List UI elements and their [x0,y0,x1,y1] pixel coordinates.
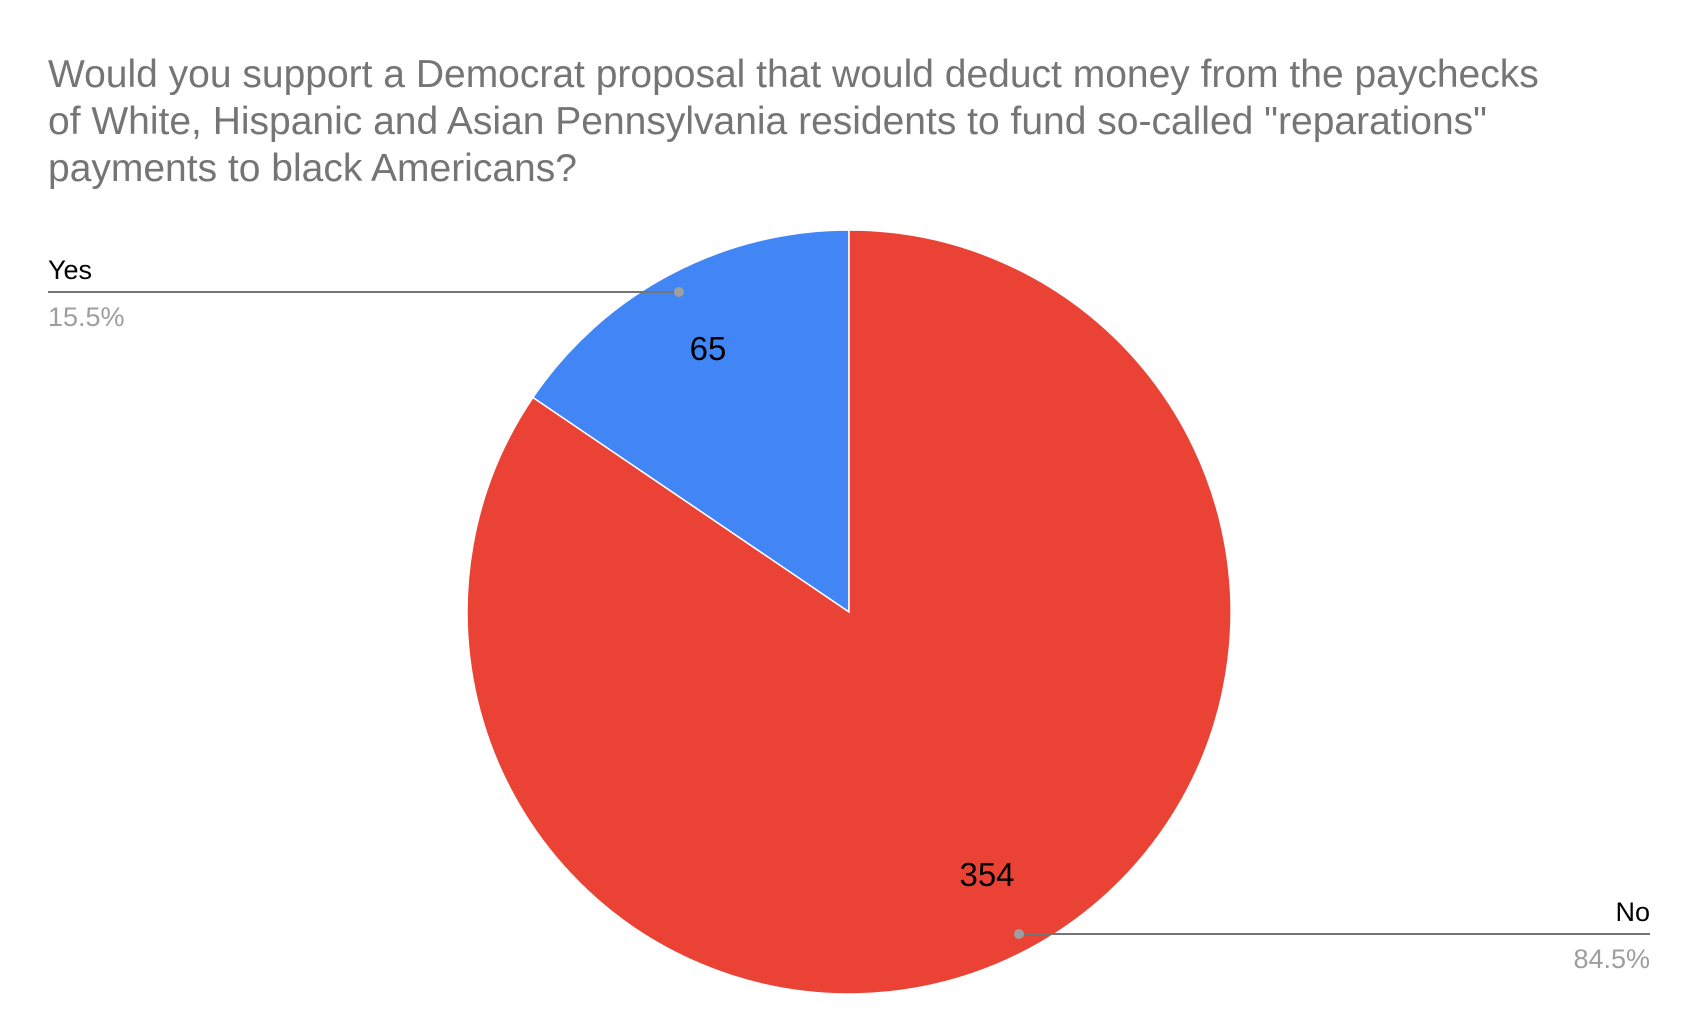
chart-title-line-2: of White, Hispanic and Asian Pennsylvani… [48,100,1487,143]
leader-dot-no [1014,929,1024,939]
pie-slices [466,229,1232,995]
slice-value-no: 354 [959,856,1014,893]
legend-label-no: No [1615,897,1650,927]
legend-percent-yes: 15.5% [48,302,125,332]
legend-percent-no: 84.5% [1573,944,1650,974]
pie-slice-no[interactable] [466,229,1232,995]
chart-title: Would you support a Democrat proposal th… [48,53,1539,190]
chart-title-line-3: payments to black Americans? [48,147,577,190]
slice-value-yes: 65 [690,330,727,367]
legend-yes: Yes 15.5% [48,255,684,332]
legend-label-yes: Yes [48,255,92,285]
chart-title-line-1: Would you support a Democrat proposal th… [48,53,1539,96]
slice-value-labels: 65 354 [690,330,1015,893]
legend-no: No 84.5% [1014,897,1650,974]
pie-slice-yes[interactable] [531,229,850,614]
leader-dot-yes [674,287,684,297]
